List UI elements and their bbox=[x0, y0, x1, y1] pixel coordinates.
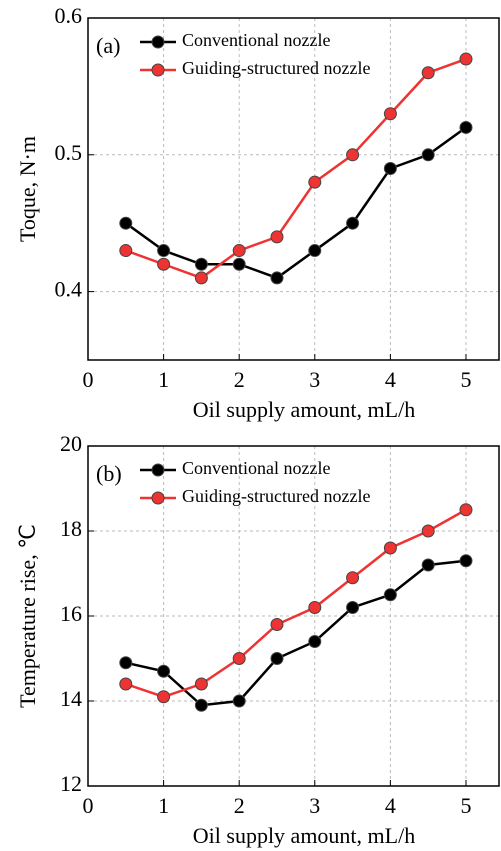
y-tick-label: 16 bbox=[60, 601, 82, 626]
x-tick-label: 0 bbox=[83, 793, 94, 818]
data-point bbox=[232, 652, 246, 665]
x-tick-label: 4 bbox=[385, 793, 396, 818]
x-tick-label: 4 bbox=[385, 367, 396, 392]
data-point bbox=[421, 66, 435, 80]
data-point bbox=[270, 618, 284, 631]
x-tick-label: 2 bbox=[234, 793, 245, 818]
data-point bbox=[119, 216, 133, 230]
legend-marker bbox=[151, 463, 165, 477]
data-point bbox=[308, 635, 322, 648]
data-point bbox=[308, 244, 322, 258]
legend-marker bbox=[151, 63, 165, 77]
legend-label: Conventional nozzle bbox=[182, 30, 330, 50]
x-axis-label: Oil supply amount, mL/h bbox=[193, 397, 415, 422]
data-point bbox=[383, 107, 397, 121]
data-point bbox=[270, 230, 284, 244]
x-tick-label: 2 bbox=[234, 367, 245, 392]
y-tick-label: 0.5 bbox=[55, 140, 83, 165]
data-point bbox=[157, 257, 171, 271]
y-axis-label: Temperature rise, ℃ bbox=[15, 524, 40, 708]
data-point bbox=[194, 257, 208, 271]
x-tick-label: 3 bbox=[309, 793, 320, 818]
plot-frame bbox=[87, 17, 500, 361]
series-line bbox=[125, 508, 467, 699]
y-tick-label: 0.6 bbox=[55, 3, 83, 28]
x-tick-label: 1 bbox=[158, 793, 169, 818]
data-point bbox=[270, 652, 284, 665]
data-point bbox=[157, 664, 171, 678]
data-point bbox=[421, 148, 435, 162]
legend-label: Guiding-structured nozzle bbox=[182, 486, 370, 506]
data-point bbox=[157, 244, 171, 258]
x-tick-label: 1 bbox=[158, 367, 169, 392]
data-point bbox=[459, 52, 473, 66]
data-point bbox=[232, 694, 246, 708]
data-point bbox=[421, 524, 435, 538]
data-point bbox=[270, 271, 284, 285]
data-point bbox=[459, 120, 473, 134]
data-point bbox=[119, 656, 133, 670]
data-point bbox=[232, 244, 246, 258]
y-axis-label: Toque, N·m bbox=[15, 136, 40, 242]
x-tick-label: 3 bbox=[309, 367, 320, 392]
x-axis-label: Oil supply amount, mL/h bbox=[193, 823, 415, 848]
data-point bbox=[119, 244, 133, 258]
data-point bbox=[194, 677, 208, 691]
data-point bbox=[308, 601, 322, 614]
data-point bbox=[346, 148, 360, 162]
data-point bbox=[194, 698, 208, 712]
legend-label: Conventional nozzle bbox=[182, 458, 330, 478]
data-point bbox=[119, 677, 133, 691]
data-point bbox=[421, 558, 435, 572]
y-tick-label: 20 bbox=[60, 431, 82, 456]
data-point bbox=[194, 271, 208, 285]
legend-marker bbox=[151, 35, 165, 49]
data-point bbox=[308, 175, 322, 189]
x-tick-label: 0 bbox=[83, 367, 94, 392]
series-line bbox=[125, 126, 467, 280]
legend-label: Guiding-structured nozzle bbox=[182, 58, 370, 78]
y-tick-label: 12 bbox=[60, 771, 82, 796]
legend-marker bbox=[151, 491, 165, 505]
data-point bbox=[383, 588, 397, 602]
data-point bbox=[459, 554, 473, 568]
series-line bbox=[125, 559, 467, 707]
data-point bbox=[346, 571, 360, 585]
x-tick-label: 5 bbox=[460, 793, 471, 818]
data-point bbox=[232, 257, 246, 271]
data-point bbox=[459, 503, 473, 517]
y-tick-label: 18 bbox=[60, 516, 82, 541]
panel-label: (a) bbox=[96, 33, 120, 58]
data-point bbox=[346, 216, 360, 230]
y-tick-label: 14 bbox=[60, 686, 82, 711]
series-line bbox=[125, 57, 467, 280]
data-point bbox=[383, 161, 397, 175]
data-point bbox=[157, 690, 171, 704]
plot-frame bbox=[87, 445, 500, 787]
data-point bbox=[346, 601, 360, 614]
data-point bbox=[383, 541, 397, 555]
x-tick-label: 5 bbox=[460, 367, 471, 392]
panel-label: (b) bbox=[96, 461, 122, 486]
y-tick-label: 0.4 bbox=[55, 277, 83, 302]
